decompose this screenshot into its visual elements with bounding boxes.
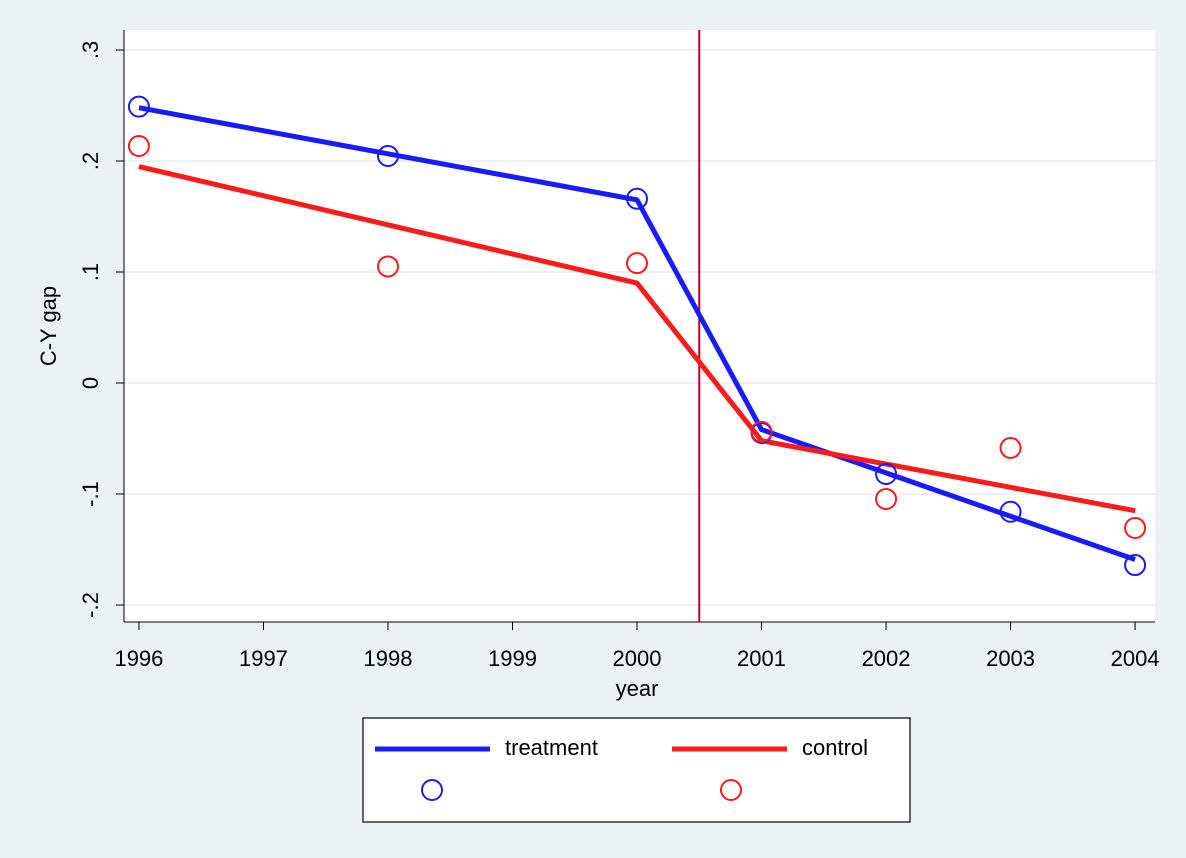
- x-tick-label: 2003: [986, 646, 1035, 671]
- scatter-point: [626, 187, 649, 210]
- scatter-point: [875, 463, 898, 486]
- x-tick-label: 1999: [488, 646, 537, 671]
- scatter-point: [376, 255, 399, 278]
- legend-swatch: [421, 779, 443, 801]
- scatter-point: [127, 95, 150, 118]
- scatter-point: [875, 488, 898, 511]
- x-tick-label: 1996: [114, 646, 163, 671]
- x-tick-label: 2000: [613, 646, 662, 671]
- x-tick-label: 2002: [862, 646, 911, 671]
- legend-swatch: [720, 779, 742, 801]
- scatter-point: [127, 135, 150, 158]
- y-tick-label: .1: [78, 263, 103, 281]
- y-tick-label: .3: [78, 41, 103, 59]
- x-tick-label: 2004: [1111, 646, 1160, 671]
- plot-area: [124, 30, 1155, 622]
- scatter-point: [999, 436, 1022, 459]
- series-line: [138, 105, 1136, 562]
- x-axis-title: year: [616, 676, 659, 701]
- legend-label: treatment: [505, 735, 598, 760]
- x-tick-label: 1997: [239, 646, 288, 671]
- y-tick-label: 0: [78, 377, 103, 389]
- series-line: [138, 164, 1136, 514]
- legend-label: control: [802, 735, 868, 760]
- scatter-point: [1124, 516, 1147, 539]
- x-tick-label: 1998: [363, 646, 412, 671]
- legend-box: [362, 717, 911, 823]
- x-tick-label: 2001: [737, 646, 786, 671]
- scatter-point: [376, 144, 399, 167]
- scatter-point: [750, 420, 773, 443]
- scatter-point: [626, 252, 649, 275]
- y-tick-label: -.1: [78, 481, 103, 507]
- y-tick-label: -.2: [78, 592, 103, 618]
- y-tick-label: .2: [78, 152, 103, 170]
- y-axis-title: C-Y gap: [36, 286, 61, 366]
- scatter-point: [1124, 554, 1147, 577]
- scatter-point: [999, 500, 1022, 523]
